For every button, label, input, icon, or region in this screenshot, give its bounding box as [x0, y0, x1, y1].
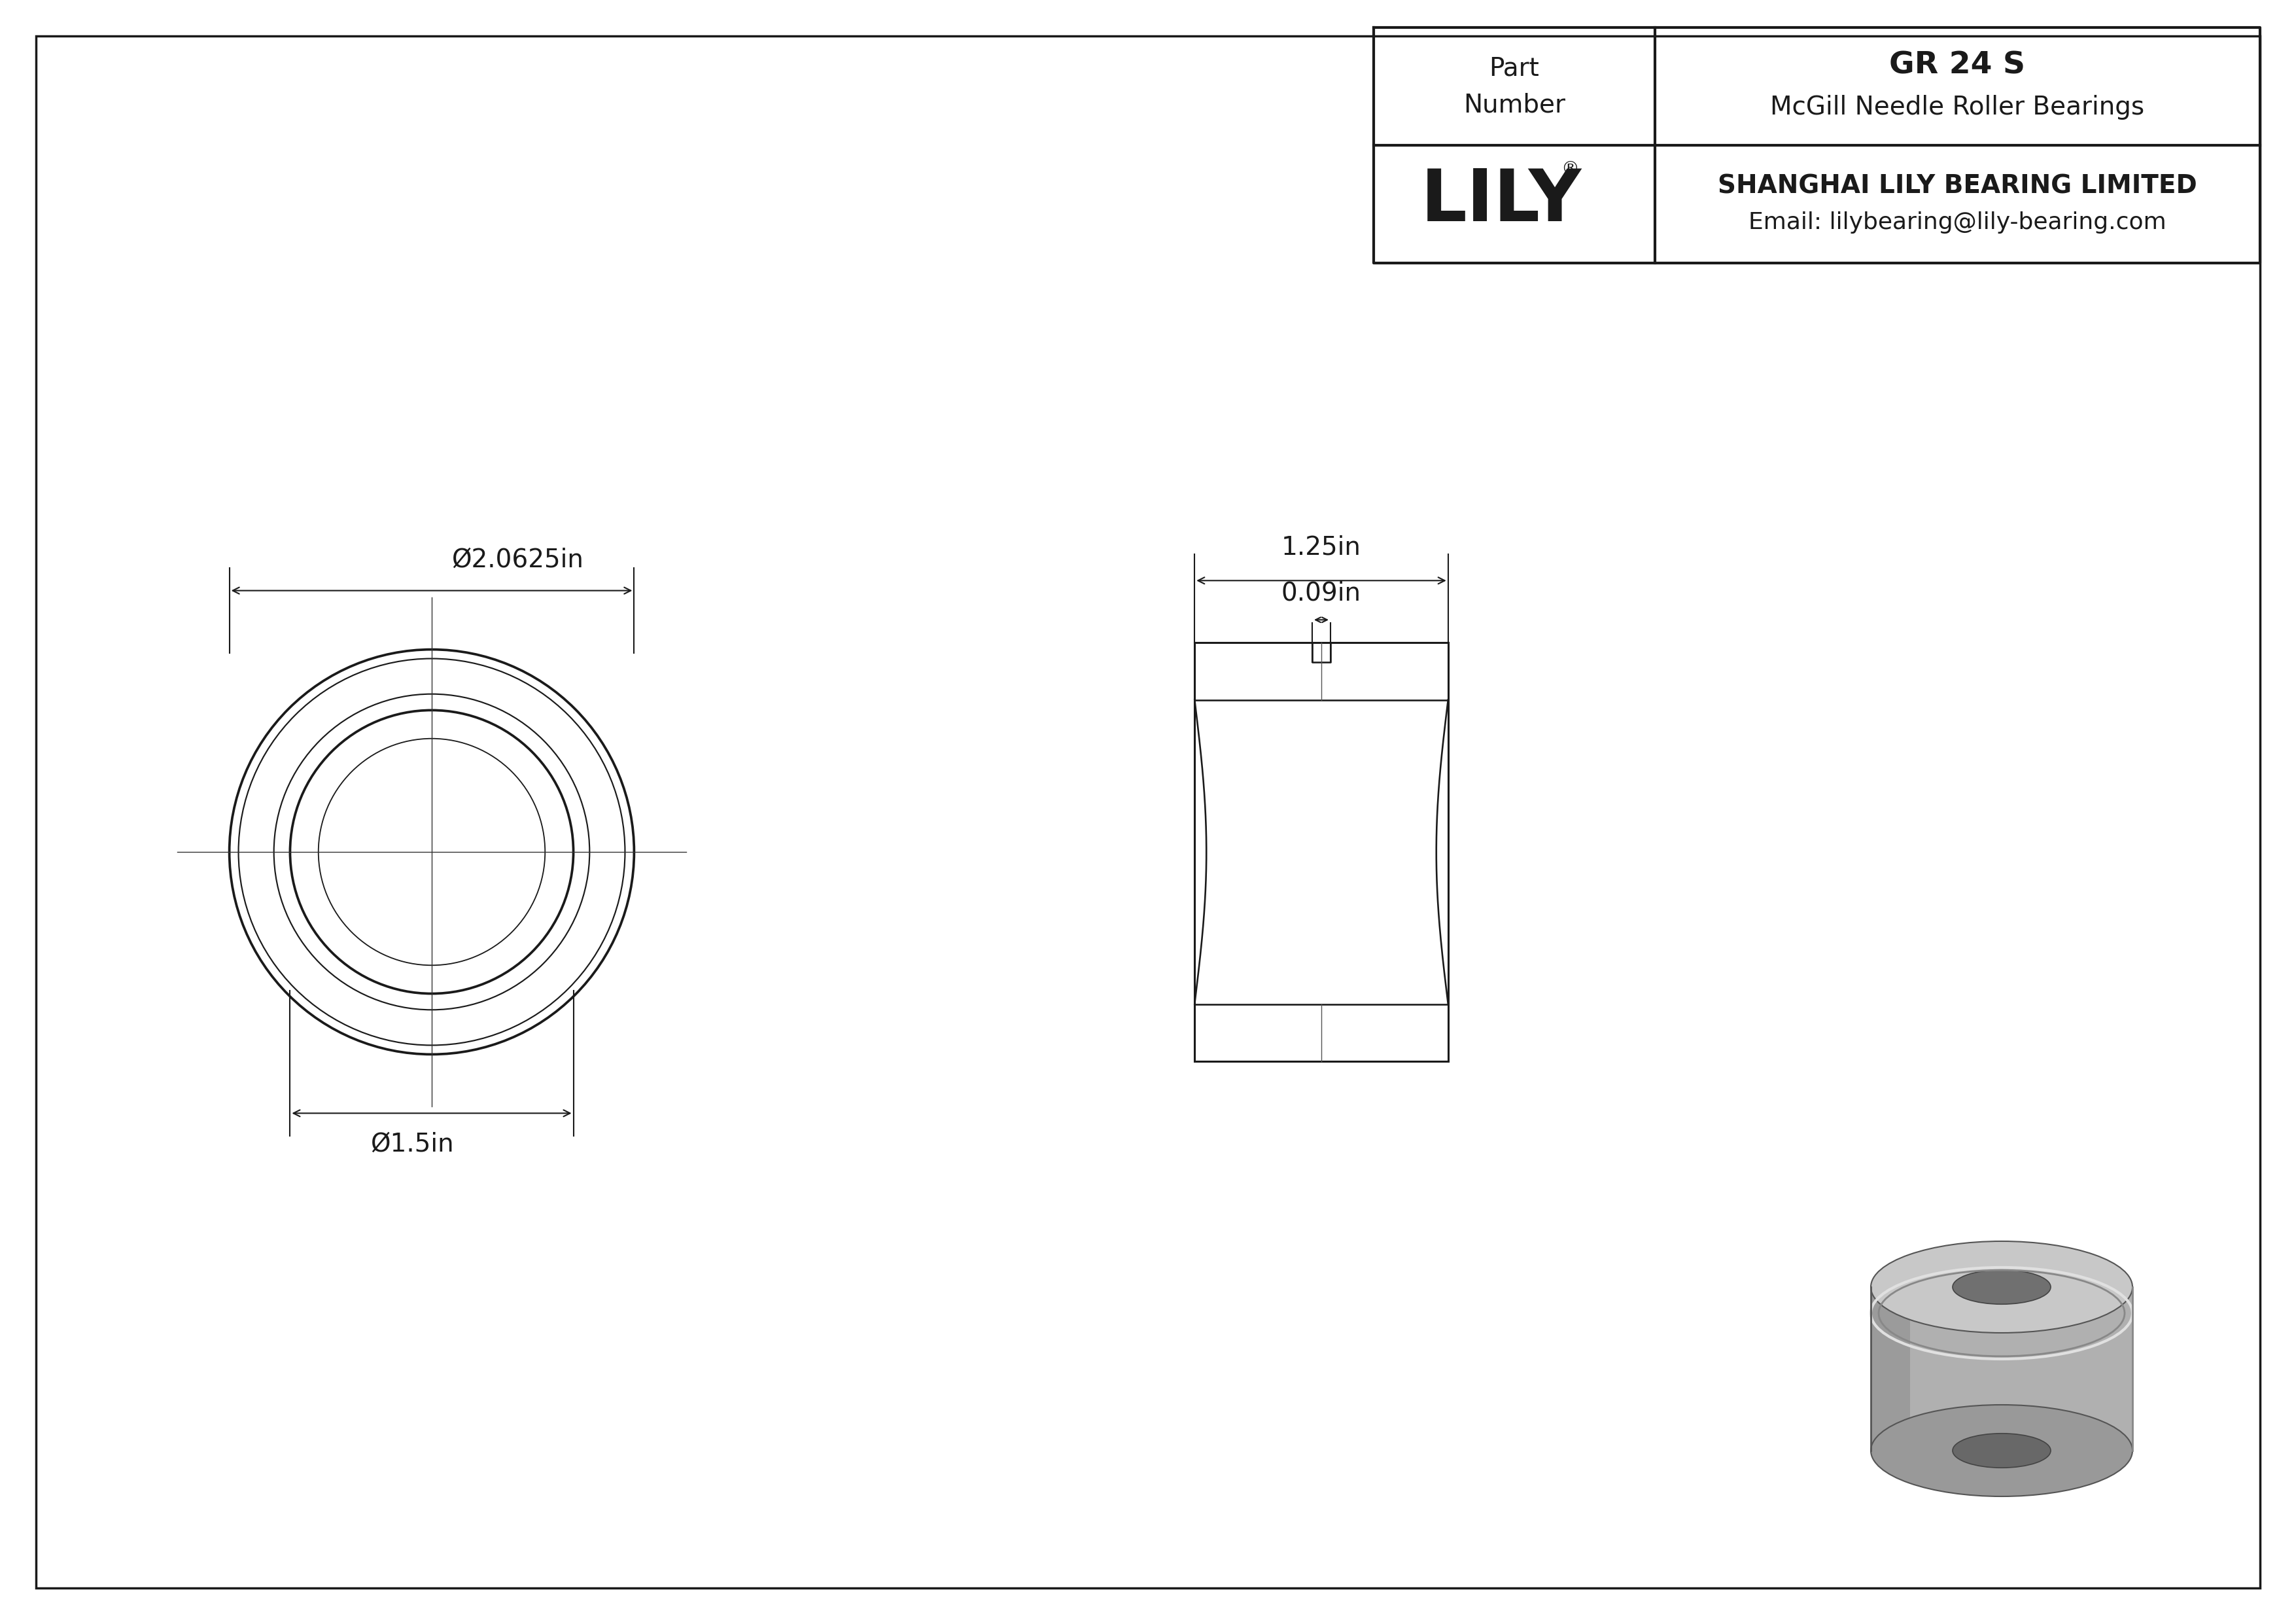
Text: McGill Needle Roller Bearings: McGill Needle Roller Bearings	[1770, 94, 2144, 120]
Text: LILY: LILY	[1421, 166, 1582, 235]
Text: 0.09in: 0.09in	[1281, 580, 1362, 606]
Text: Ø2.0625in: Ø2.0625in	[452, 547, 583, 572]
Ellipse shape	[1871, 1405, 2133, 1496]
Ellipse shape	[1871, 1241, 2133, 1333]
Ellipse shape	[1952, 1434, 2050, 1468]
Polygon shape	[1871, 1288, 1910, 1450]
Text: GR 24 S: GR 24 S	[1890, 50, 2025, 80]
Text: Ø1.5in: Ø1.5in	[370, 1132, 455, 1156]
Polygon shape	[1871, 1288, 2133, 1450]
Text: SHANGHAI LILY BEARING LIMITED: SHANGHAI LILY BEARING LIMITED	[1717, 174, 2197, 198]
Ellipse shape	[1952, 1270, 2050, 1304]
Text: ®: ®	[1561, 161, 1580, 179]
Text: Part
Number: Part Number	[1463, 55, 1566, 117]
Text: Email: lilybearing@lily-bearing.com: Email: lilybearing@lily-bearing.com	[1750, 211, 2167, 234]
Text: 1.25in: 1.25in	[1281, 534, 1362, 560]
